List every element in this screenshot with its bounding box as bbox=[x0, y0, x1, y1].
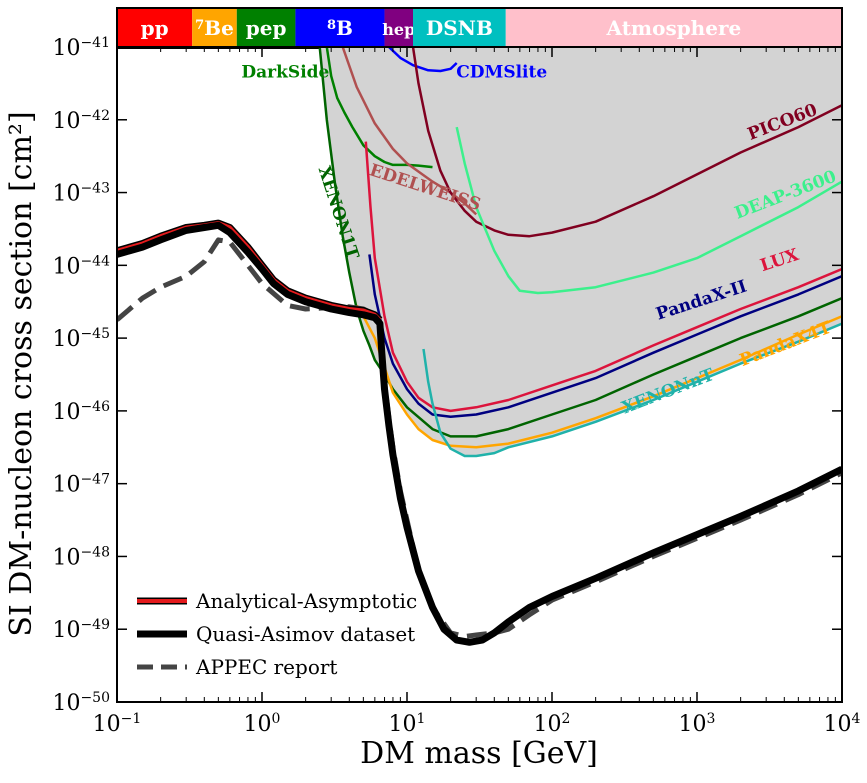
band-atmosphere bbox=[505, 8, 842, 48]
line-cdmslite bbox=[388, 47, 458, 73]
legend-label-analytical-asymptotic: Analytical-Asymptotic bbox=[195, 589, 417, 613]
axis-ticks bbox=[116, 46, 843, 703]
label-cdmslite: CDMSlite bbox=[456, 63, 547, 83]
series-layer bbox=[117, 47, 842, 646]
y-tick-label: 10−43 bbox=[52, 181, 110, 207]
y-tick-label: 10−47 bbox=[52, 472, 110, 498]
band-be bbox=[192, 8, 237, 48]
y-tick-label: 10−48 bbox=[52, 544, 110, 570]
line-quasi-asimov-dataset bbox=[117, 221, 842, 646]
band-label-pep: pep bbox=[246, 16, 287, 40]
excluded-region bbox=[319, 47, 842, 456]
line-xenonnt bbox=[422, 322, 842, 458]
x-tick-label: 10−1 bbox=[93, 711, 142, 737]
band-label-hep: hep bbox=[382, 20, 415, 39]
legend-label-quasi-asimov-dataset: Quasi-Asimov dataset bbox=[196, 622, 415, 646]
band-dsnb bbox=[413, 8, 506, 48]
y-tick-label: 10−45 bbox=[52, 326, 110, 352]
line-lux bbox=[364, 141, 842, 413]
band-hep bbox=[384, 8, 414, 48]
x-tick-label: 100 bbox=[244, 711, 281, 737]
y-tick-label: 10−44 bbox=[52, 253, 110, 279]
x-tick-label: 101 bbox=[389, 711, 426, 737]
band-label-pp: pp bbox=[141, 16, 169, 40]
band-b bbox=[295, 8, 385, 48]
plot-area bbox=[117, 47, 842, 646]
y-tick-label: 10−41 bbox=[52, 35, 110, 61]
line-pandax-ii bbox=[368, 254, 842, 418]
axis-tick-labels: 10−1 100 101 102 103 104 10−50 10−49 10−48 10−47 1… bbox=[52, 35, 860, 737]
y-axis-title: SI DM-nucleon cross section [cm²] bbox=[4, 111, 39, 636]
band-label-dsnb: DSNB bbox=[426, 16, 493, 40]
line-pico60 bbox=[411, 47, 842, 238]
y-tick-label: 10−49 bbox=[52, 617, 110, 643]
legend-label-appec-report: APPEC report bbox=[195, 655, 337, 679]
y-tick-label: 10−46 bbox=[52, 399, 110, 425]
label-darkside: DarkSide bbox=[241, 63, 329, 83]
band-pep bbox=[236, 8, 296, 48]
y-tick-label: 10−50 bbox=[52, 690, 110, 716]
line-edelweiss bbox=[341, 47, 478, 216]
neutrino-band-strip: pp 7Be pep 8B hep DSNB Atmosphere bbox=[116, 7, 843, 49]
band-label-atmosphere: Atmosphere bbox=[606, 16, 742, 40]
x-tick-label: 104 bbox=[824, 711, 861, 737]
line-xenon1t bbox=[318, 47, 842, 438]
x-axis-title: DM mass [GeV] bbox=[360, 736, 598, 771]
band-pp bbox=[117, 8, 193, 48]
plot-frame bbox=[116, 46, 843, 703]
legend: Analytical-Asymptotic Quasi-Asimov datase… bbox=[137, 589, 417, 679]
y-tick-label: 10−42 bbox=[52, 108, 110, 134]
line-deap-3600 bbox=[455, 126, 842, 295]
band-label-be: 7Be bbox=[195, 16, 234, 40]
x-tick-label: 103 bbox=[679, 711, 716, 737]
x-tick-label: 102 bbox=[534, 711, 571, 737]
band-label-b: 8B bbox=[327, 16, 353, 40]
